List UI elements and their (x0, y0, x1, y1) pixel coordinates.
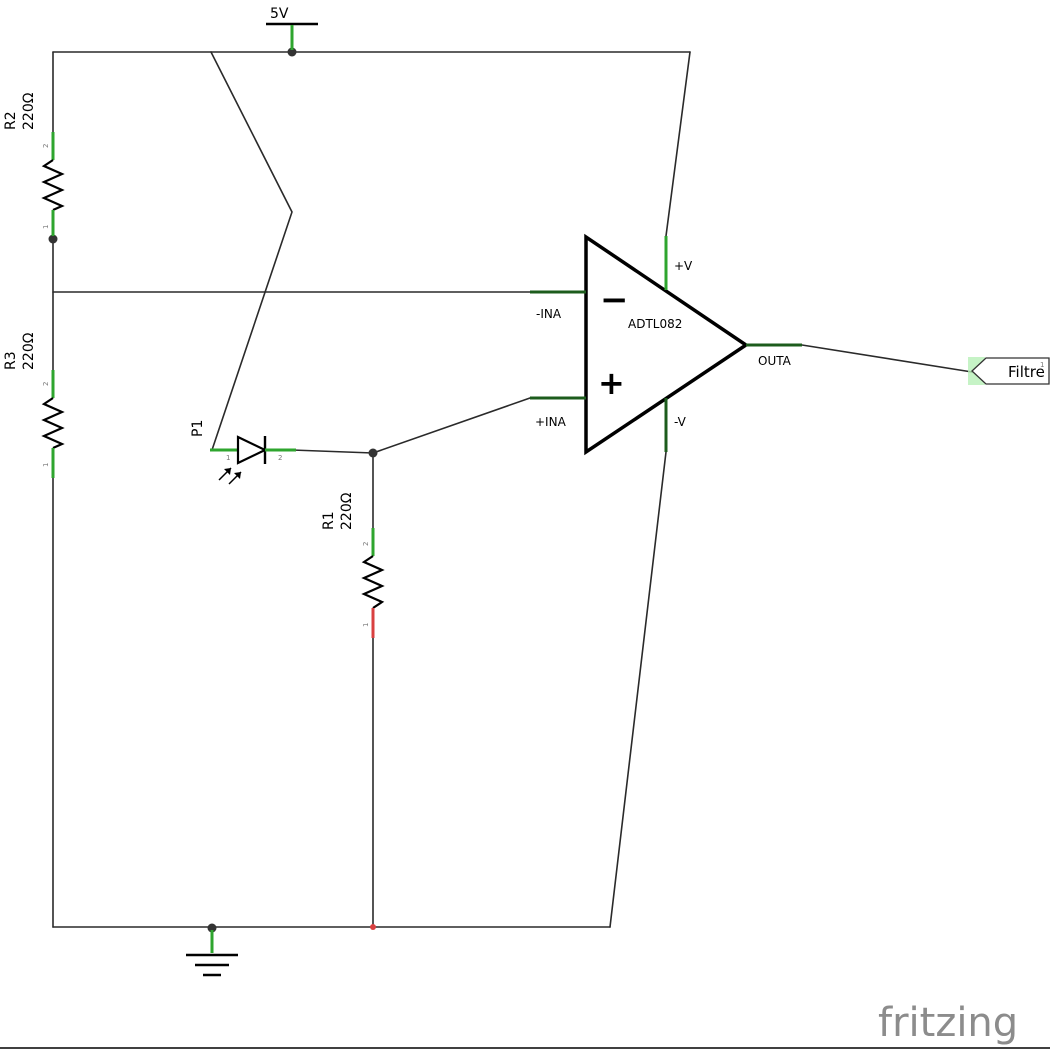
ground-symbol[interactable] (186, 930, 238, 977)
opamp-minus-symbol: − (600, 280, 629, 320)
resistor-value: 220Ω (21, 332, 37, 370)
junction-dot (207, 923, 217, 933)
resistor-r2[interactable]: 2 1 R2 220Ω (3, 92, 65, 236)
pin-label-output: OUTA (758, 354, 792, 368)
resistor-r1[interactable]: 2 1 R1 220Ω (321, 492, 385, 638)
pin-number: 1 (226, 454, 230, 462)
pin-number: 2 (42, 382, 50, 386)
opamp-adtl082[interactable]: − + ADTL082 -INA +INA +V -V OUTA (530, 233, 802, 456)
photodiode-ref: P1 (190, 420, 206, 437)
wire-supply-pos[interactable] (665, 51, 691, 237)
pin-number: 1 (1040, 361, 1044, 369)
pin-number: 1 (42, 463, 50, 467)
wire-supply-neg[interactable] (609, 451, 667, 928)
resistor-r3[interactable]: 2 1 R3 220Ω (3, 332, 65, 478)
opamp-part-label: ADTL082 (628, 317, 682, 331)
unconnected-end-dot (370, 924, 376, 930)
junction-dot (48, 234, 58, 244)
pin-number: 1 (362, 623, 370, 627)
junction-dot (368, 448, 378, 458)
photodiode-p1[interactable]: 1 2 P1 (190, 420, 296, 485)
net-label-filtre[interactable]: Filtre 1 (968, 357, 1050, 385)
pin-label-supply-pos: +V (674, 259, 693, 273)
opamp-plus-symbol: + (598, 364, 625, 402)
junction-dot (287, 47, 297, 57)
wire-noninverting-input[interactable] (372, 397, 531, 454)
fritzing-logo: fritzing (878, 1000, 1018, 1046)
pin-label-noninverting: +INA (535, 415, 567, 429)
wire-output[interactable] (801, 344, 973, 373)
wires (52, 51, 973, 928)
power-5v[interactable]: 5V (266, 6, 318, 50)
pin-label-supply-neg: -V (674, 415, 687, 429)
resistor-value: 220Ω (21, 92, 37, 130)
power-label: 5V (270, 6, 289, 22)
net-label-text: Filtre (1008, 363, 1045, 381)
pin-number: 2 (278, 454, 282, 462)
resistor-ref: R1 (321, 511, 337, 530)
resistor-ref: R3 (3, 351, 19, 370)
pin-label-inverting: -INA (536, 307, 562, 321)
wire-5v-photodiode[interactable] (210, 51, 293, 451)
resistor-value: 220Ω (339, 492, 355, 530)
pin-number: 1 (42, 225, 50, 229)
wire-photodiode-node[interactable] (291, 449, 374, 454)
pin-number: 2 (362, 542, 370, 546)
pin-number: 2 (42, 144, 50, 148)
resistor-ref: R2 (3, 111, 19, 130)
